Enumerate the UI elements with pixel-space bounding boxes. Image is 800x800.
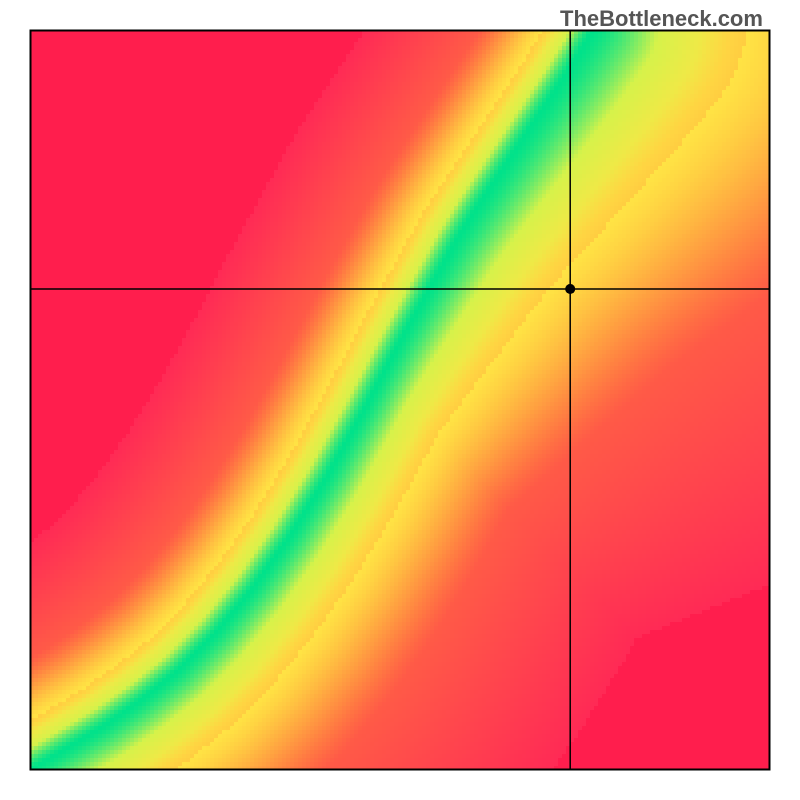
- chart-container: TheBottleneck.com: [0, 0, 800, 800]
- watermark-text: TheBottleneck.com: [560, 6, 763, 32]
- bottleneck-heatmap: [0, 0, 800, 800]
